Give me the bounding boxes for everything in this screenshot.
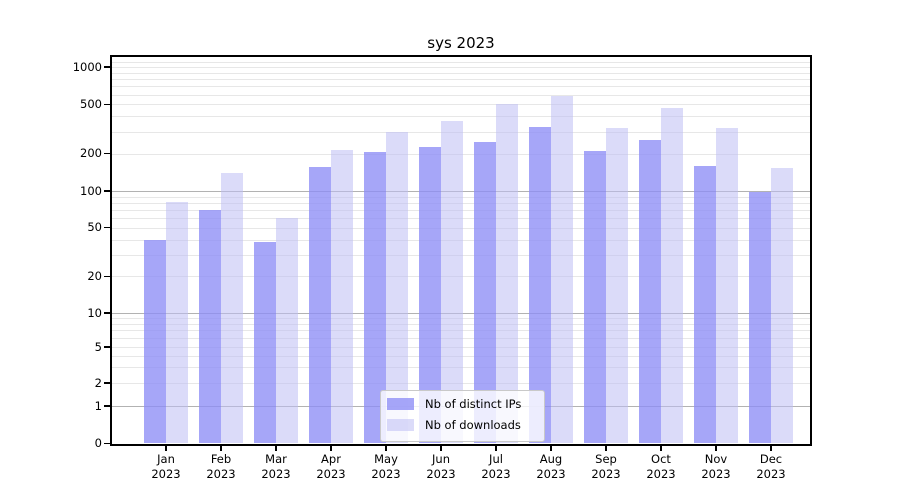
legend-item-downloads: Nb of downloads [381,415,544,436]
bar-nb-of-downloads-may-2023 [386,131,408,444]
bar-nb-of-downloads-jul-2023 [496,104,518,444]
x-tick-label-sep-2023: Sep 2023 [591,452,621,481]
bar-nb-of-downloads-mar-2023 [276,218,298,444]
y-tick-label-5: 5 [94,339,102,354]
legend-label-distinct-ips: Nb of distinct IPs [425,397,522,412]
y-tick-mark-20 [104,275,110,277]
y-tick-mark-50 [104,227,110,229]
y-tick-mark-5 [104,346,110,348]
bar-nb-of-downloads-feb-2023 [221,172,243,444]
y-tick-label-50: 50 [87,220,102,235]
x-tick-label-nov-2023: Nov 2023 [701,452,731,481]
x-tick-label-oct-2023: Oct 2023 [646,452,676,481]
y-tick-mark-2 [104,382,110,384]
x-tick-label-aug-2023: Aug 2023 [536,452,566,481]
y-tick-mark-1 [104,405,110,407]
chart-title: sys 2023 [427,34,495,52]
legend-swatch-distinct-ips [387,398,414,411]
grid-line-minor-900 [112,72,810,74]
bar-nb-of-downloads-oct-2023 [661,107,683,444]
bar-nb-of-downloads-jun-2023 [441,120,463,444]
x-tick-label-feb-2023: Feb 2023 [206,452,236,481]
bar-nb-of-distinct-ips-jan-2023 [144,239,166,444]
x-tick-mark-oct-2023 [660,445,662,451]
x-tick-label-apr-2023: Apr 2023 [316,452,346,481]
x-tick-mark-mar-2023 [275,445,277,451]
x-tick-label-jul-2023: Jul 2023 [481,452,511,481]
y-tick-mark-200 [104,152,110,155]
grid-line-minor-400 [112,116,810,118]
y-tick-label-1: 1 [94,398,102,413]
grid-line-minor-1100 [112,61,810,63]
legend-item-distinct-ips: Nb of distinct IPs [381,394,544,415]
x-tick-mark-apr-2023 [330,445,332,451]
x-tick-mark-jun-2023 [440,445,442,451]
x-tick-mark-dec-2023 [770,445,772,451]
y-tick-mark-500 [104,103,110,106]
x-tick-label-mar-2023: Mar 2023 [261,452,291,481]
bar-nb-of-distinct-ips-jul-2023 [474,141,496,444]
grid-line-minor-1000 [112,67,810,68]
plot-area [110,55,812,446]
y-tick-mark-100 [104,190,110,192]
x-tick-mark-may-2023 [385,445,387,451]
legend-label-downloads: Nb of downloads [425,417,521,432]
x-tick-label-jun-2023: Jun 2023 [426,452,456,481]
x-tick-mark-jan-2023 [165,445,167,451]
y-tick-label-1000: 1000 [72,59,102,74]
y-tick-label-500: 500 [80,96,102,111]
y-tick-mark-10 [104,312,110,314]
x-tick-label-jan-2023: Jan 2023 [151,452,181,481]
bar-nb-of-downloads-apr-2023 [331,149,353,444]
grid-line-minor-700 [112,86,810,88]
grid-line-minor-800 [112,79,810,81]
bar-nb-of-distinct-ips-apr-2023 [309,167,331,444]
bar-nb-of-distinct-ips-feb-2023 [199,209,221,444]
bar-nb-of-distinct-ips-dec-2023 [749,192,771,444]
grid-line-minor-600 [112,94,810,96]
legend: Nb of distinct IPs Nb of downloads [380,390,545,442]
bar-nb-of-downloads-nov-2023 [716,128,738,444]
bar-nb-of-downloads-jan-2023 [166,201,188,444]
y-tick-mark-1000 [104,66,110,68]
x-tick-label-dec-2023: Dec 2023 [756,452,786,481]
x-tick-label-may-2023: May 2023 [371,452,401,481]
y-tick-label-10: 10 [87,305,102,320]
bar-nb-of-distinct-ips-jun-2023 [419,147,441,444]
x-tick-mark-aug-2023 [550,445,552,451]
bar-nb-of-downloads-dec-2023 [771,168,793,444]
bar-nb-of-distinct-ips-sep-2023 [584,151,606,444]
bar-nb-of-distinct-ips-nov-2023 [694,165,716,444]
y-tick-mark-0 [104,442,110,445]
bar-nb-of-downloads-sep-2023 [606,127,628,444]
y-tick-label-100: 100 [80,183,102,198]
bar-nb-of-distinct-ips-may-2023 [364,152,386,444]
bar-nb-of-downloads-aug-2023 [551,96,573,444]
y-tick-label-2: 2 [94,375,102,390]
grid-line-minor-500 [112,104,810,106]
bar-nb-of-distinct-ips-oct-2023 [639,139,661,444]
x-tick-mark-jul-2023 [495,445,497,451]
y-tick-label-20: 20 [87,268,102,283]
legend-swatch-downloads [387,418,414,431]
bar-nb-of-distinct-ips-mar-2023 [254,242,276,444]
x-tick-mark-nov-2023 [715,445,717,451]
bar-nb-of-distinct-ips-aug-2023 [529,126,551,444]
y-tick-label-200: 200 [80,146,102,161]
x-tick-mark-sep-2023 [605,445,607,451]
y-tick-label-0: 0 [94,436,102,450]
x-tick-mark-feb-2023 [220,445,222,451]
